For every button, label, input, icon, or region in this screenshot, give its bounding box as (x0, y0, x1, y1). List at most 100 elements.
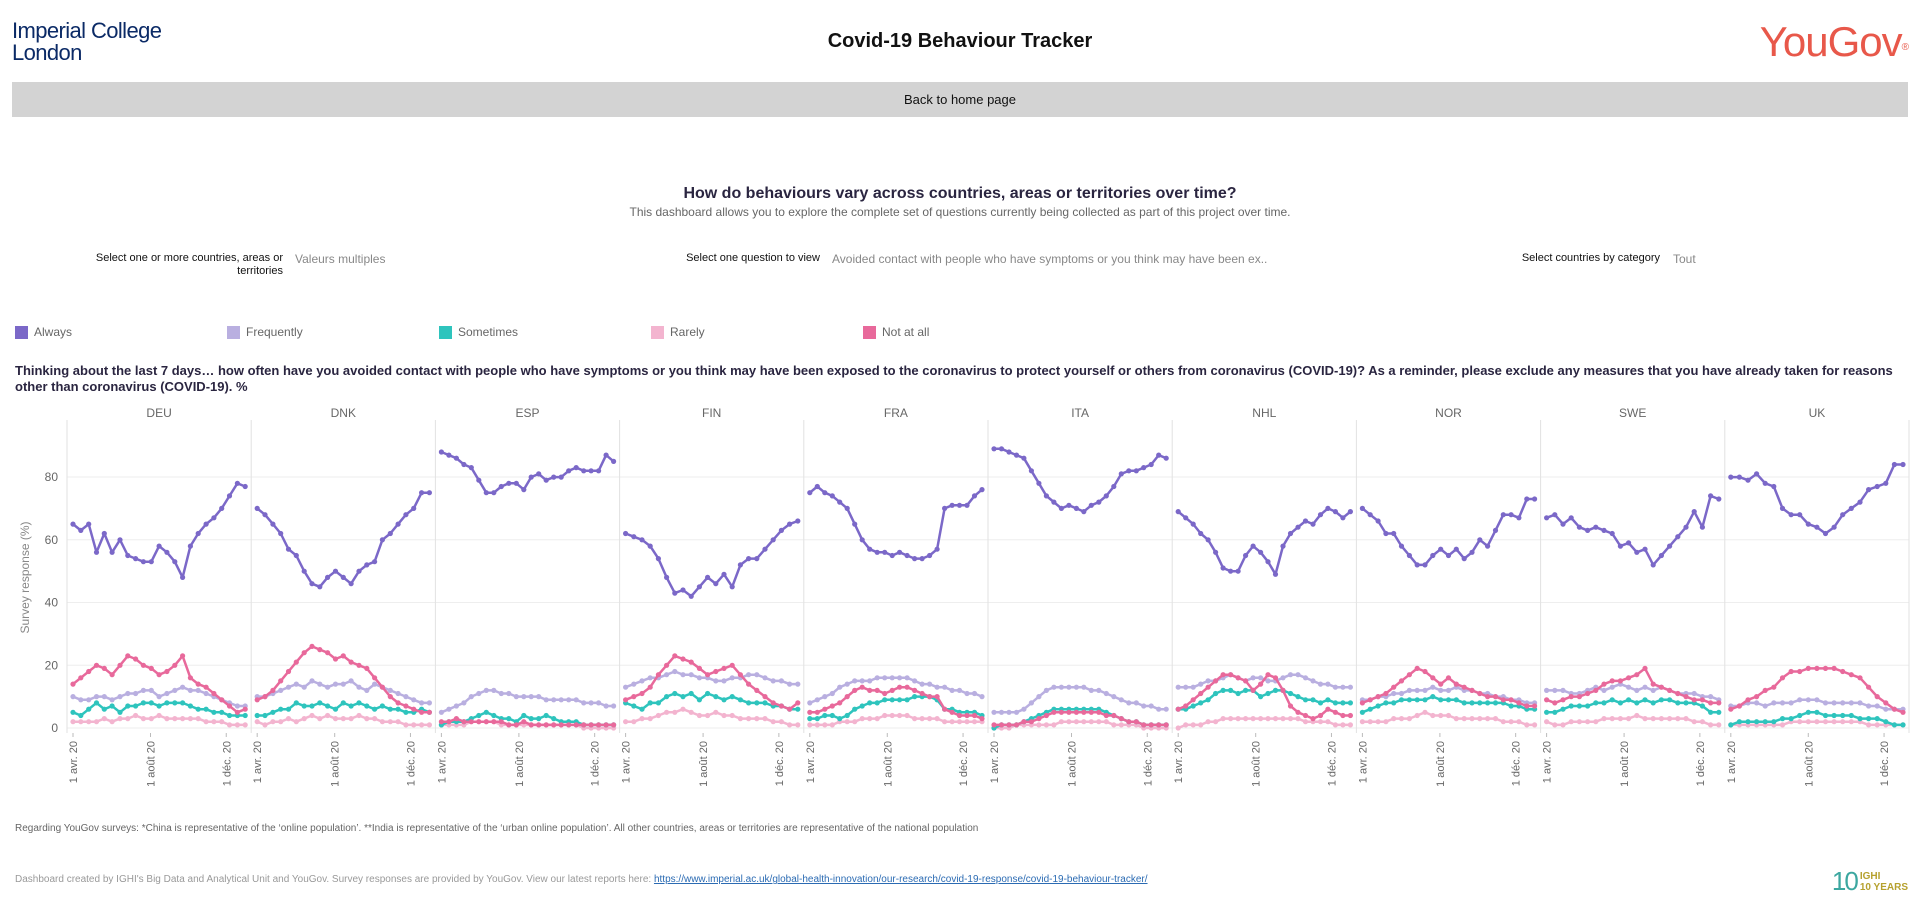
point-UK-frequently-13 (1840, 700, 1846, 706)
point-ESP-not-at-all-0 (438, 719, 444, 725)
point-DEU-sometimes-1 (78, 712, 84, 719)
point-DEU-sometimes-7 (125, 703, 131, 709)
x-tick-label-FIN-1: 1 août 20 (698, 741, 710, 787)
point-NOR-rarely-18 (1500, 719, 1506, 725)
point-NHL-rarely-9 (1243, 716, 1249, 722)
point-DNK-always-12 (348, 581, 354, 587)
point-FIN-sometimes-4 (655, 700, 662, 706)
point-FIN-not-at-all-8 (688, 659, 694, 665)
point-ITA-frequently-16 (1111, 694, 1117, 700)
point-FRA-frequently-23 (979, 694, 985, 700)
point-DEU-rarely-1 (78, 719, 84, 725)
point-FRA-rarely-2 (822, 722, 828, 728)
countries-filter-dropdown[interactable]: Valeurs multiples (295, 252, 386, 266)
category-filter-dropdown[interactable]: Tout (1673, 252, 1696, 266)
legend-item-frequently[interactable]: Frequently (227, 325, 303, 339)
point-SWE-always-19 (1699, 524, 1705, 530)
point-SWE-not-at-all-15 (1667, 687, 1673, 693)
point-NHL-always-16 (1295, 524, 1301, 530)
point-DNK-sometimes-13 (356, 700, 362, 706)
point-UK-rarely-8 (1797, 719, 1803, 725)
point-DNK-sometimes-18 (395, 706, 401, 712)
point-ITA-not-at-all-15 (1103, 712, 1109, 719)
point-DEU-rarely-8 (133, 712, 139, 719)
point-DNK-not-at-all-2 (270, 687, 276, 693)
panel-title-DEU: DEU (146, 406, 171, 420)
point-NHL-frequently-18 (1310, 678, 1316, 684)
point-DNK-rarely-4 (285, 716, 292, 722)
point-FIN-frequently-0 (623, 684, 629, 690)
point-DEU-not-at-all-8 (133, 656, 139, 662)
point-FIN-always-9 (696, 584, 703, 590)
point-FIN-frequently-3 (647, 675, 653, 681)
point-ITA-not-at-all-4 (1021, 719, 1027, 725)
point-FIN-always-7 (680, 587, 686, 593)
point-FRA-frequently-13 (904, 675, 910, 681)
point-ESP-frequently-1 (446, 706, 452, 712)
point-UK-not-at-all-2 (1745, 697, 1751, 703)
point-DEU-not-at-all-3 (93, 662, 100, 668)
point-UK-sometimes-9 (1805, 709, 1811, 715)
point-ITA-always-0 (991, 446, 997, 452)
point-DNK-always-8 (317, 584, 323, 590)
point-FRA-rarely-10 (882, 712, 888, 719)
point-FRA-sometimes-10 (882, 697, 888, 703)
series-line-NHL-sometimes (1178, 689, 1351, 711)
point-SWE-always-21 (1716, 496, 1722, 502)
point-ESP-frequently-7 (491, 687, 497, 693)
point-FIN-not-at-all-10 (705, 672, 711, 678)
question-filter-dropdown[interactable]: Avoided contact with people who have sym… (832, 252, 1268, 266)
point-DEU-sometimes-0 (70, 709, 76, 715)
legend-item-rarely[interactable]: Rarely (651, 325, 705, 339)
point-DEU-rarely-20 (226, 722, 233, 728)
point-UK-sometimes-12 (1831, 712, 1837, 719)
point-FRA-always-4 (837, 499, 843, 505)
point-FRA-frequently-8 (867, 678, 873, 684)
point-FIN-frequently-11 (713, 678, 719, 684)
legend-item-not-at-all[interactable]: Not at all (863, 325, 929, 339)
point-FRA-rarely-14 (912, 716, 918, 722)
point-UK-not-at-all-11 (1822, 665, 1829, 671)
point-NHL-sometimes-9 (1243, 687, 1249, 693)
point-NHL-not-at-all-10 (1250, 687, 1256, 693)
point-DEU-rarely-10 (148, 716, 154, 722)
point-NHL-rarely-14 (1280, 716, 1286, 722)
reports-link[interactable]: https://www.imperial.ac.uk/global-health… (653, 874, 1148, 885)
point-ESP-frequently-21 (596, 700, 602, 706)
point-ITA-not-at-all-11 (1073, 709, 1079, 715)
point-ESP-not-at-all-5 (476, 719, 482, 725)
point-UK-not-at-all-10 (1814, 665, 1820, 671)
point-ITA-always-18 (1126, 468, 1132, 474)
yougov-logo: YouGov® (1759, 18, 1909, 66)
point-NOR-not-at-all-12 (1453, 681, 1459, 687)
point-FIN-frequently-7 (680, 672, 686, 678)
y-axis-title: Survey response (%) (18, 521, 32, 633)
legend-item-always[interactable]: Always (15, 325, 72, 339)
point-FRA-always-22 (971, 493, 978, 499)
point-UK-sometimes-4 (1762, 719, 1768, 725)
point-DEU-always-13 (172, 559, 178, 565)
point-DEU-not-at-all-21 (234, 709, 240, 715)
point-DNK-not-at-all-6 (301, 650, 307, 656)
point-NOR-always-19 (1508, 512, 1514, 518)
point-UK-always-3 (1754, 471, 1760, 477)
point-DEU-not-at-all-2 (86, 668, 92, 675)
point-SWE-rarely-18 (1691, 719, 1697, 725)
point-FIN-sometimes-11 (713, 694, 719, 700)
point-ITA-always-17 (1118, 471, 1124, 477)
legend-item-sometimes[interactable]: Sometimes (439, 325, 518, 339)
point-NHL-always-19 (1317, 512, 1324, 518)
point-FRA-always-6 (852, 521, 858, 527)
point-NOR-rarely-5 (1398, 716, 1405, 722)
point-NHL-always-7 (1228, 568, 1234, 574)
point-FRA-not-at-all-1 (814, 709, 820, 715)
point-FIN-not-at-all-4 (655, 672, 662, 678)
point-DEU-sometimes-13 (172, 700, 178, 706)
point-NHL-frequently-11 (1258, 675, 1264, 681)
point-NHL-frequently-19 (1317, 681, 1324, 687)
point-FRA-sometimes-3 (829, 712, 835, 719)
point-UK-frequently-16 (1866, 703, 1872, 709)
yougov-logo-text: YouGov (1759, 18, 1903, 65)
point-DNK-always-16 (379, 537, 385, 543)
back-to-home-button[interactable]: Back to home page (12, 82, 1908, 117)
